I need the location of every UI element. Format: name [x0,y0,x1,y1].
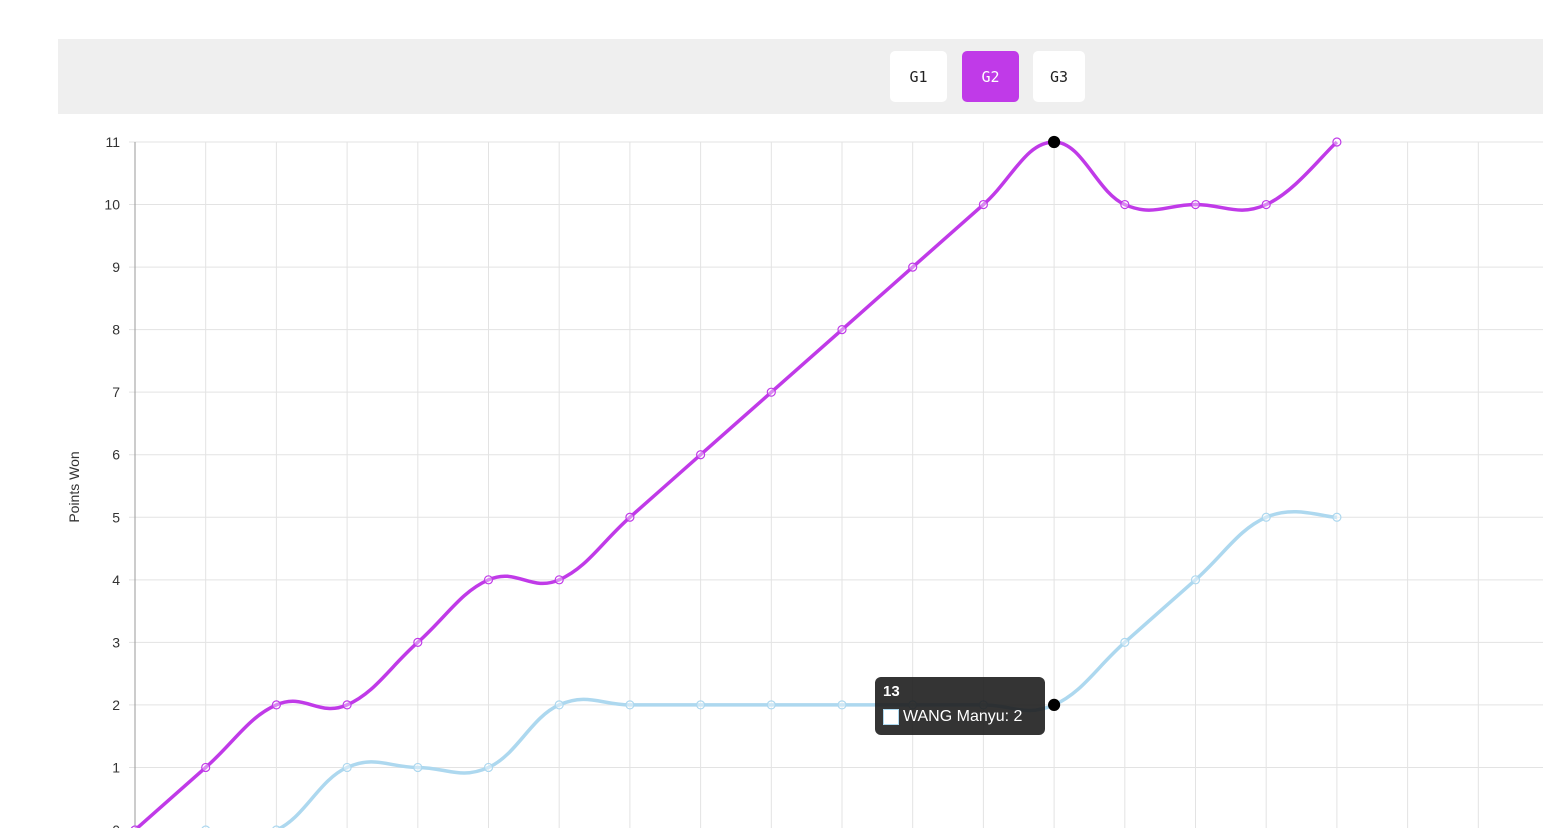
data-point [342,762,352,773]
data-point [1261,512,1271,522]
data-point [554,575,564,585]
game-tab-g1[interactable]: G1 [890,51,947,102]
y-tick-label: 7 [112,384,120,400]
y-tick-label: 8 [112,322,120,338]
data-point [1120,199,1130,210]
y-tick-label: 11 [105,134,120,150]
game-tab-g2[interactable]: G2 [962,51,1019,102]
data-point [1190,199,1201,210]
y-tick-label: 10 [104,197,120,213]
y-tick-label: 2 [112,697,120,713]
y-tick-label: 3 [112,634,120,650]
series-line [134,140,1339,828]
y-tick-label: 9 [112,259,120,275]
data-point [271,700,281,710]
data-point [413,762,423,773]
y-tick-label: 1 [112,759,120,775]
y-tick-label: 6 [112,447,120,463]
data-point [1190,575,1201,585]
data-point [625,700,635,710]
data-point [908,262,918,272]
data-point [837,700,847,710]
data-point [1047,135,1061,149]
data-point [342,700,352,710]
y-tick-label: 5 [112,509,120,525]
data-point [201,762,211,773]
y-tick-label: 4 [112,572,120,588]
data-point [837,325,847,335]
data-point [1261,199,1271,210]
tooltip: 13 WANG Manyu: 2 [875,677,1045,735]
data-point [766,700,776,710]
data-point [978,199,989,210]
data-point [766,387,776,397]
y-tick-label: 0 [112,822,120,828]
data-point [483,762,494,773]
data-point [1332,512,1342,522]
data-point [554,700,564,710]
tooltip-label: WANG Manyu: 2 [903,708,1023,725]
data-point [483,575,494,585]
data-point [625,512,635,522]
data-point [695,450,706,460]
data-point [1332,137,1342,147]
data-point [695,700,706,710]
tooltip-title: 13 [883,683,900,700]
data-point [1120,637,1130,647]
data-point [1047,698,1061,712]
tooltip-color-swatch [883,709,899,725]
series-line [276,509,1337,828]
game-tab-g3[interactable]: G3 [1033,51,1085,102]
game-selector-bar: G1 G2 G3 [58,39,1543,114]
y-axis-label: Points Won [66,451,82,523]
data-point [413,637,423,647]
